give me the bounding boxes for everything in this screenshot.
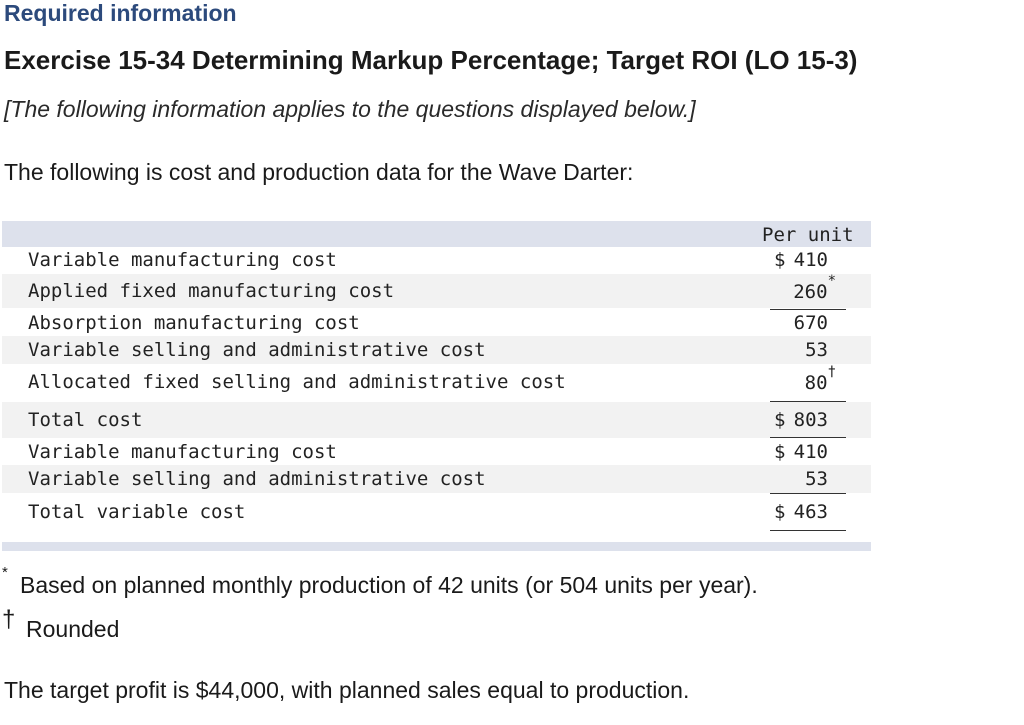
row-label: Allocated fixed selling and administrati…: [28, 371, 566, 393]
row-value: 53: [805, 339, 828, 361]
row-value: 803: [793, 409, 828, 431]
row-value: 410: [793, 249, 828, 271]
subtotal-underline: [770, 401, 846, 402]
table-row: Absorption manufacturing cost 670: [2, 310, 871, 336]
row-label: Total variable cost: [28, 501, 246, 523]
row-label: Variable selling and administrative cost: [28, 339, 486, 361]
table-row: Variable manufacturing cost $ 410: [2, 247, 871, 273]
total-underline: [770, 437, 846, 438]
dollar-sign: $: [774, 409, 786, 431]
table-header-band: [2, 221, 871, 247]
row-value: 53: [805, 468, 828, 490]
asterisk-symbol: *: [2, 564, 8, 581]
dollar-sign: $: [774, 441, 786, 463]
exercise-title: Exercise 15-34 Determining Markup Percen…: [4, 45, 858, 75]
row-label: Variable manufacturing cost: [28, 249, 337, 271]
dollar-sign: $: [774, 501, 786, 523]
table-row: Allocated fixed selling and administrati…: [2, 364, 871, 400]
table-row: Variable manufacturing cost $ 410: [2, 439, 871, 465]
table-footer-band: [2, 542, 871, 551]
row-value: 80†: [804, 363, 836, 395]
instruction-note: [The following information applies to th…: [4, 96, 696, 122]
row-label: Variable manufacturing cost: [28, 441, 337, 463]
table-row: Total cost $ 803: [2, 402, 871, 438]
footnote-dagger-text: Rounded: [26, 616, 120, 642]
table-row: Total variable cost $ 463: [2, 495, 871, 529]
cost-table: Per unit Variable manufacturing cost $ 4…: [2, 221, 871, 551]
row-label: Applied fixed manufacturing cost: [28, 280, 395, 302]
table-row: Applied fixed manufacturing cost 260*: [2, 272, 871, 308]
row-value: 260*: [793, 272, 836, 304]
row-value: 463: [793, 501, 828, 523]
row-label: Variable selling and administrative cost: [28, 468, 486, 490]
footnote-mark: †: [827, 363, 836, 380]
target-profit-text: The target profit is $44,000, with plann…: [4, 677, 690, 703]
column-header-per-unit: Per unit: [762, 224, 854, 246]
table-row: Variable selling and administrative cost…: [2, 336, 871, 364]
total-underline: [770, 530, 846, 531]
dagger-symbol: †: [2, 606, 16, 633]
required-information-heading: Required information: [4, 0, 237, 26]
footnote-star-text: Based on planned monthly production of 4…: [20, 572, 758, 598]
row-value: 670: [793, 312, 828, 334]
intro-text: The following is cost and production dat…: [4, 159, 634, 185]
table-row: Variable selling and administrative cost…: [2, 465, 871, 493]
row-label: Total cost: [28, 409, 143, 431]
row-value: 410: [793, 441, 828, 463]
row-label: Absorption manufacturing cost: [28, 312, 360, 334]
subtotal-underline: [770, 309, 846, 310]
footnote-mark: *: [827, 272, 836, 289]
dollar-sign: $: [774, 249, 786, 271]
subtotal-underline: [770, 493, 846, 494]
